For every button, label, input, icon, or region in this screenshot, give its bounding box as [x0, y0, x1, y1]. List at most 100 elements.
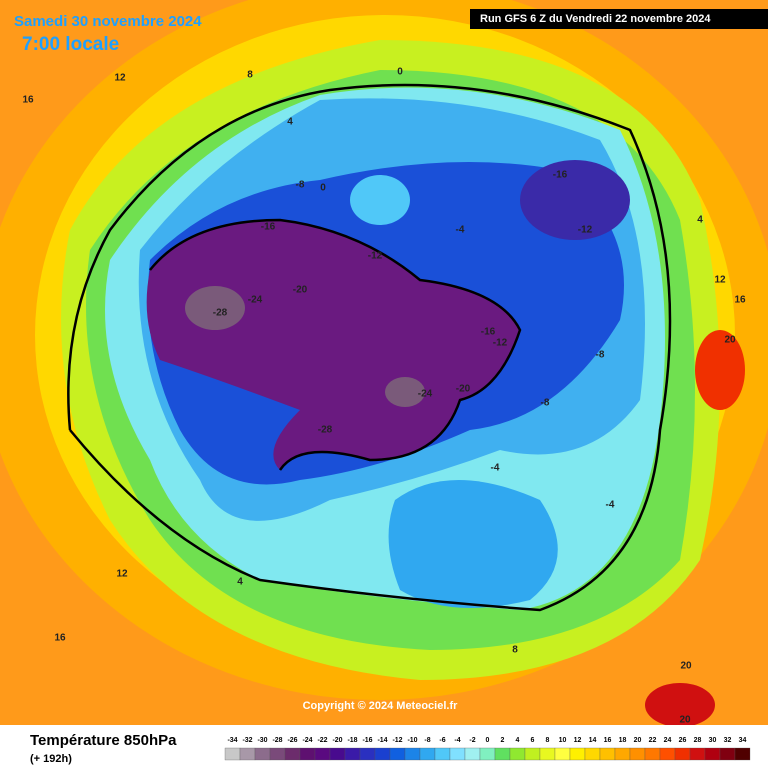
legend-label: -16 — [362, 737, 372, 744]
copyright: Copyright © 2024 Meteociel.fr — [303, 700, 459, 712]
legend-label: 14 — [589, 737, 597, 744]
contour-label: 0 — [320, 183, 326, 194]
contour-label: -20 — [456, 384, 471, 395]
legend-swatch — [419, 747, 436, 761]
contour-label: -16 — [261, 222, 276, 233]
color-legend: -34 -32 -30 -28 -26 -24 -22 -20 -18 -16 -14 -12 -10-… — [224, 737, 751, 761]
contour-label: -16 — [481, 327, 496, 338]
legend-label: 6 — [531, 737, 535, 744]
legend-swatch — [224, 747, 241, 761]
legend-label: -34 — [227, 737, 237, 744]
legend-swatch — [254, 747, 271, 761]
contour-label: -12 — [493, 338, 508, 349]
legend-swatch — [509, 747, 526, 761]
legend-swatch — [434, 747, 451, 761]
contour-label: -28 — [318, 425, 333, 436]
legend-swatch — [674, 747, 691, 761]
contour-label: -16 — [553, 170, 568, 181]
contour-label: -24 — [248, 295, 263, 306]
legend-label: 28 — [694, 737, 702, 744]
contour-label: 4 — [287, 117, 293, 128]
legend-label: 18 — [619, 737, 627, 744]
date-text: Samedi 30 novembre 2024 — [14, 13, 202, 30]
warm-core — [645, 683, 715, 727]
legend-label: 34 — [739, 737, 747, 744]
legend-swatch — [404, 747, 421, 761]
footer-bar — [0, 725, 768, 768]
contour-label: -28 — [213, 308, 228, 319]
legend-swatch — [464, 747, 481, 761]
legend-label: 26 — [679, 737, 687, 744]
contour-label: 20 — [724, 335, 736, 346]
legend-swatch — [314, 747, 331, 761]
contour-label: -4 — [491, 463, 500, 474]
contour-label: -8 — [596, 350, 605, 361]
legend-swatch — [389, 747, 406, 761]
contour-label: -8 — [541, 398, 550, 409]
contour-label: 16 — [54, 633, 66, 644]
legend-label: 2 — [501, 737, 505, 744]
legend-label: 12 — [574, 737, 582, 744]
contour-line — [149, 218, 522, 471]
time-text: 7:00 locale — [22, 34, 119, 55]
contour-label: 16 — [22, 95, 34, 106]
legend-label: -20 — [332, 737, 342, 744]
legend-label: -30 — [257, 737, 267, 744]
legend-swatch — [284, 747, 301, 761]
contour-label: 4 — [697, 215, 703, 226]
legend-swatch — [344, 747, 361, 761]
legend-label: 30 — [709, 737, 717, 744]
legend-swatch — [569, 747, 586, 761]
europe-cold — [388, 480, 558, 608]
warm-core — [695, 330, 745, 410]
cold-core — [385, 377, 425, 407]
legend-label: -12 — [392, 737, 402, 744]
legend-label: -32 — [242, 737, 252, 744]
contour-label: -12 — [368, 251, 383, 262]
contour-label: -20 — [293, 285, 308, 296]
legend-label: -4 — [454, 737, 460, 744]
legend-swatch — [329, 747, 346, 761]
legend-label: -6 — [439, 737, 445, 744]
legend-swatch — [524, 747, 541, 761]
contour-label: 8 — [512, 645, 518, 656]
run-box — [470, 9, 768, 29]
band-purple — [146, 220, 520, 470]
contour-label: 8 — [247, 70, 253, 81]
legend-swatch — [734, 747, 751, 761]
legend-label: 16 — [604, 737, 612, 744]
contour-label: 12 — [114, 73, 126, 84]
contour-label: -12 — [578, 225, 593, 236]
cold-pool — [520, 160, 630, 240]
legend-label: 32 — [724, 737, 732, 744]
legend-label: -22 — [317, 737, 327, 744]
contour-label: 20 — [679, 715, 691, 726]
legend-label: 8 — [546, 737, 550, 744]
legend-swatch — [704, 747, 721, 761]
legend-label: -28 — [272, 737, 282, 744]
legend-label: -26 — [287, 737, 297, 744]
legend-swatch — [584, 747, 601, 761]
run-text: Run GFS 6 Z du Vendredi 22 novembre 2024 — [480, 13, 711, 25]
warm-pocket — [350, 175, 410, 225]
contour-line — [67, 83, 672, 612]
footer-title: Température 850hPa — [30, 732, 177, 749]
legend-label: 0 — [486, 737, 490, 744]
legend-swatch — [539, 747, 556, 761]
legend-swatch — [374, 747, 391, 761]
contour-label: 16 — [734, 295, 746, 306]
contour-label: 12 — [714, 275, 726, 286]
legend-swatch — [494, 747, 511, 761]
legend-label: -24 — [302, 737, 312, 744]
legend-swatch — [239, 747, 256, 761]
contour-label: -4 — [456, 225, 465, 236]
legend-label: -2 — [469, 737, 475, 744]
legend-label: 20 — [634, 737, 642, 744]
legend-label: -8 — [424, 737, 430, 744]
legend-label: 10 — [559, 737, 567, 744]
legend-swatch — [554, 747, 571, 761]
legend-label: 4 — [516, 737, 520, 744]
footer-lead: (+ 192h) — [30, 753, 72, 765]
legend-swatch — [659, 747, 676, 761]
